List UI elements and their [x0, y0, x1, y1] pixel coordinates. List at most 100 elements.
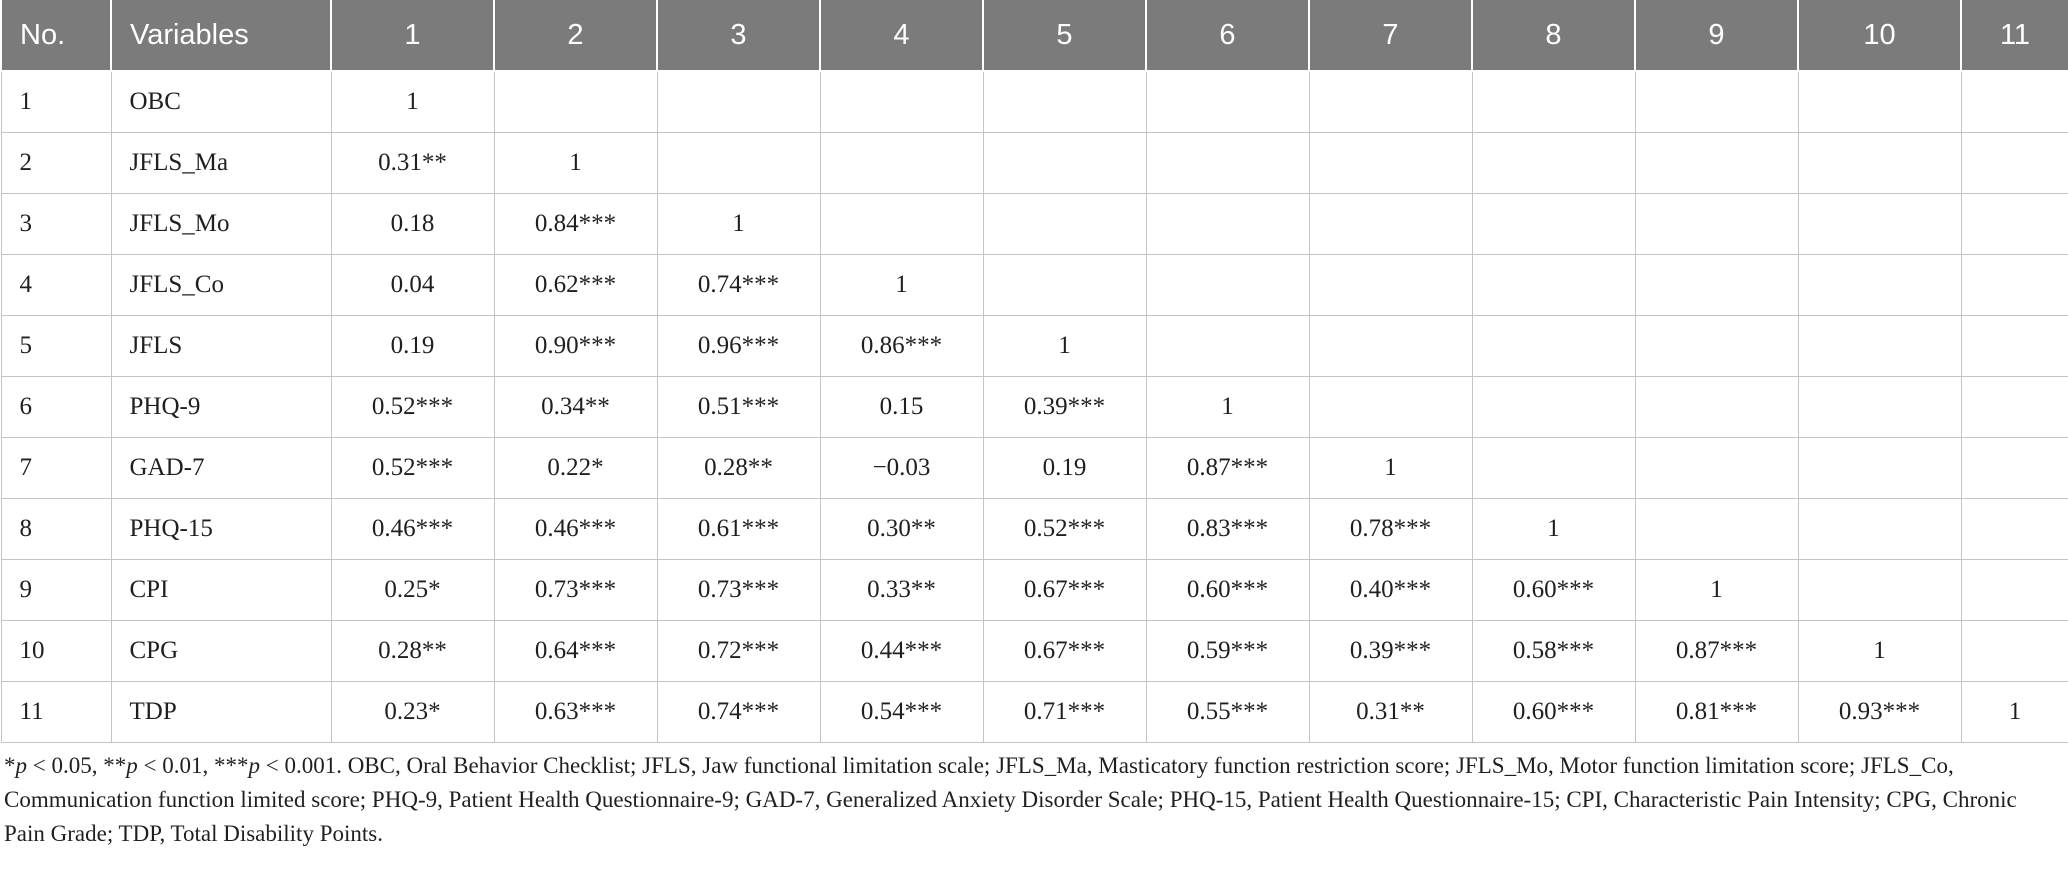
variable-name-cell: JFLS_Co — [110, 254, 332, 316]
header-col-10: 10 — [1797, 0, 1962, 72]
variable-name-cell: CPI — [110, 559, 332, 621]
correlation-cell: 0.78*** — [1308, 498, 1473, 560]
correlation-cell: 0.58*** — [1471, 620, 1636, 682]
correlation-cell: 0.52*** — [330, 376, 495, 438]
correlation-cell — [1308, 254, 1473, 316]
correlation-cell — [1308, 193, 1473, 255]
correlation-cell: 0.34** — [493, 376, 658, 438]
correlation-cell: 0.87*** — [1634, 620, 1799, 682]
table-row: 8 PHQ-15 0.46*** 0.46*** 0.61*** 0.30** 0.52**… — [0, 498, 2068, 560]
row-number-cell: 4 — [0, 254, 112, 316]
correlation-cell — [493, 70, 658, 133]
table-row: 5 JFLS 0.19 0.90*** 0.96*** 0.86*** 1 — [0, 315, 2068, 377]
correlation-cell — [1634, 132, 1799, 194]
footnote-p-symbol-1: p — [15, 753, 28, 778]
correlation-cell: 0.52*** — [330, 437, 495, 499]
table-row: 2 JFLS_Ma 0.31** 1 — [0, 132, 2068, 194]
correlation-cell — [1797, 254, 1962, 316]
correlation-cell — [1145, 132, 1310, 194]
row-number-cell: 1 — [0, 70, 112, 133]
correlation-cell: 1 — [1471, 498, 1636, 560]
correlation-cell — [1797, 70, 1962, 133]
variable-name-cell: JFLS_Ma — [110, 132, 332, 194]
correlation-cell — [1145, 70, 1310, 133]
correlation-cell: 0.15 — [819, 376, 984, 438]
correlation-cell: 0.67*** — [982, 620, 1147, 682]
correlation-cell — [1797, 132, 1962, 194]
table-row: 3 JFLS_Mo 0.18 0.84*** 1 — [0, 193, 2068, 255]
correlation-cell: 0.52*** — [982, 498, 1147, 560]
correlation-cell — [1960, 70, 2068, 133]
row-number-cell: 6 — [0, 376, 112, 438]
correlation-cell — [1634, 498, 1799, 560]
correlation-cell — [1634, 315, 1799, 377]
correlation-cell — [1308, 132, 1473, 194]
row-number-cell: 8 — [0, 498, 112, 560]
correlation-cell — [1308, 315, 1473, 377]
correlation-cell — [1145, 254, 1310, 316]
row-number-cell: 2 — [0, 132, 112, 194]
correlation-cell — [1960, 559, 2068, 621]
correlation-cell: 0.33** — [819, 559, 984, 621]
correlation-cell: 0.39*** — [982, 376, 1147, 438]
table-header-row: No. Variables 1 2 3 4 5 6 7 8 9 10 11 — [0, 0, 2068, 72]
footnote-lead: * — [4, 753, 16, 778]
correlation-cell: 0.84*** — [493, 193, 658, 255]
footnote-text-2: < 0.01, *** — [137, 753, 249, 778]
correlation-cell: 1 — [493, 132, 658, 194]
correlation-cell: 0.62*** — [493, 254, 658, 316]
correlation-cell: 0.19 — [330, 315, 495, 377]
correlation-cell — [1797, 315, 1962, 377]
correlation-cell — [982, 193, 1147, 255]
table-row: 7 GAD-7 0.52*** 0.22* 0.28** −0.03 0.19 0.87***… — [0, 437, 2068, 499]
header-col-4: 4 — [819, 0, 984, 72]
correlation-cell: 0.61*** — [656, 498, 821, 560]
correlation-cell: 0.64*** — [493, 620, 658, 682]
correlation-cell: 0.81*** — [1634, 681, 1799, 743]
row-number-cell: 7 — [0, 437, 112, 499]
header-col-8: 8 — [1471, 0, 1636, 72]
variable-name-cell: JFLS — [110, 315, 332, 377]
correlation-cell: 0.31** — [1308, 681, 1473, 743]
correlation-cell: 0.54*** — [819, 681, 984, 743]
correlation-cell — [1471, 315, 1636, 377]
variable-name-cell: CPG — [110, 620, 332, 682]
correlation-cell: 0.46*** — [330, 498, 495, 560]
footnote-p-symbol-2: p — [126, 753, 138, 778]
correlation-cell: 1 — [1634, 559, 1799, 621]
correlation-cell: 0.23* — [330, 681, 495, 743]
header-col-2: 2 — [493, 0, 658, 72]
variable-name-cell: OBC — [110, 70, 332, 133]
correlation-cell: 0.22* — [493, 437, 658, 499]
correlation-cell — [1797, 376, 1962, 438]
correlation-cell — [1797, 498, 1962, 560]
correlation-cell: 0.25* — [330, 559, 495, 621]
footnote-p-symbol-3: p — [248, 753, 260, 778]
table-body: 1 OBC 1 2 JFLS_Ma 0.31** 1 3 JFLS_Mo 0.18 0.84*** 1… — [0, 70, 2068, 743]
correlation-cell: 0.73*** — [656, 559, 821, 621]
correlation-cell — [1471, 132, 1636, 194]
row-number-cell: 5 — [0, 315, 112, 377]
table-row: 9 CPI 0.25* 0.73*** 0.73*** 0.33** 0.67*** 0.60… — [0, 559, 2068, 621]
row-number-cell: 10 — [0, 620, 112, 682]
correlation-cell — [1308, 70, 1473, 133]
correlation-cell: 1 — [819, 254, 984, 316]
correlation-cell: 0.51*** — [656, 376, 821, 438]
correlation-cell: 0.86*** — [819, 315, 984, 377]
correlation-cell — [1145, 315, 1310, 377]
variable-name-cell: GAD-7 — [110, 437, 332, 499]
correlation-cell — [1960, 193, 2068, 255]
correlation-cell: 0.83*** — [1145, 498, 1310, 560]
correlation-cell — [982, 254, 1147, 316]
correlation-cell: 1 — [1145, 376, 1310, 438]
correlation-cell: 0.18 — [330, 193, 495, 255]
correlation-cell — [1960, 437, 2068, 499]
table-row: 11 TDP 0.23* 0.63*** 0.74*** 0.54*** 0.71*** 0.… — [0, 681, 2068, 743]
footnote-text-1: < 0.05, ** — [27, 753, 127, 778]
correlation-cell: 0.46*** — [493, 498, 658, 560]
correlation-cell — [1471, 70, 1636, 133]
correlation-cell — [819, 193, 984, 255]
table-row: 10 CPG 0.28** 0.64*** 0.72*** 0.44*** 0.67*** 0… — [0, 620, 2068, 682]
